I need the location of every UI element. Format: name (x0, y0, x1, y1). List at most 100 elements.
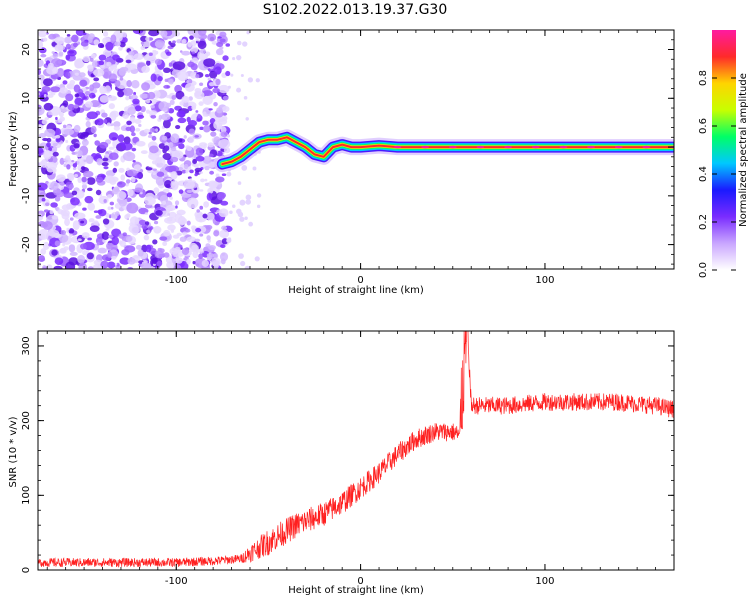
heatmap-noise-blob (177, 117, 187, 124)
heatmap-noise-blob (66, 227, 70, 231)
heatmap-noise-blob (72, 220, 80, 230)
heatmap-noise-blob (58, 51, 64, 57)
heatmap-noise-blob (55, 137, 61, 143)
signal-peak (421, 145, 430, 149)
heatmap-noise-blob (106, 122, 111, 127)
heatmap-noise-blob (117, 90, 125, 98)
heatmap-noise-blob (81, 176, 87, 183)
heatmap-noise-blob (51, 249, 58, 256)
heatmap-noise-blob (127, 106, 136, 115)
heatmap-noise-blob (69, 217, 74, 221)
heatmap-noise-blob (141, 224, 148, 230)
heatmap-noise-blob (163, 252, 170, 258)
snr-x-axis-label: Height of straight line (km) (288, 585, 424, 596)
heatmap-noise-blob (107, 206, 112, 211)
heatmap-noise-blob (97, 247, 107, 254)
heatmap-noise-blob (99, 64, 105, 69)
heatmap-noise-blob (154, 250, 165, 259)
colorbar-tick-label: 0.0 (698, 262, 709, 278)
heatmap-noise-blob (89, 84, 95, 92)
heatmap-noise-blob (186, 189, 193, 194)
snr-x-tick-label: 100 (535, 576, 554, 587)
heatmap-y-tick-label: 0 (21, 144, 32, 150)
heatmap-noise-blob (42, 220, 53, 231)
heatmap-noise-blob (205, 224, 213, 230)
heatmap-noise-blob (120, 174, 126, 181)
heatmap-noise-blob (232, 57, 236, 61)
heatmap-noise-blob (203, 144, 207, 149)
heatmap-noise-blob (67, 173, 75, 182)
heatmap-noise-blob (114, 211, 120, 217)
heatmap-noise-blob (47, 229, 60, 237)
heatmap-noise-blob (73, 124, 81, 133)
heatmap-noise-blob (122, 232, 127, 237)
heatmap-noise-blob (188, 128, 196, 135)
heatmap-noise-blob (65, 71, 71, 79)
heatmap-noise-blob (149, 145, 159, 154)
heatmap-noise-blob (181, 247, 190, 255)
heatmap-noise-blob (191, 105, 197, 111)
heatmap-noise-blob (125, 59, 132, 64)
heatmap-noise-blob (38, 228, 49, 240)
heatmap-noise-blob (188, 96, 193, 101)
heatmap-noise-blob (58, 118, 63, 124)
heatmap-noise-blob (148, 131, 152, 135)
snr-series-line (38, 331, 674, 568)
heatmap-noise-blob (138, 123, 142, 128)
signal-peak (531, 145, 540, 149)
heatmap-noise-blob (93, 259, 102, 266)
heatmap-noise-blob (113, 161, 119, 167)
heatmap-noise-blob (86, 177, 96, 185)
heatmap-noise-blob (208, 82, 216, 87)
heatmap-noise-blob (148, 30, 160, 37)
heatmap-noise-blob (42, 266, 48, 269)
heatmap-noise-blob (59, 157, 65, 165)
heatmap-noise-blob (52, 53, 59, 59)
heatmap-noise-blob (158, 101, 169, 111)
heatmap-noise-blob (192, 158, 198, 164)
heatmap-y-axis: 20 10 0 -10 -20 (21, 29, 674, 265)
snr-y-tick-label: 300 (21, 336, 32, 355)
heatmap-noise-blob (96, 118, 104, 126)
heatmap-noise-blob (126, 202, 139, 214)
heatmap-noise-blob (65, 43, 71, 50)
heatmap-noise-blob (161, 135, 168, 141)
heatmap-noise-blob (207, 77, 212, 81)
heatmap-noise-blob (83, 96, 87, 100)
heatmap-noise-blob (195, 227, 202, 233)
heatmap-x-tick-label: -100 (165, 275, 188, 286)
heatmap-noise-blob (114, 262, 118, 266)
heatmap-noise-blob (163, 67, 171, 74)
heatmap-noise-blob (110, 206, 114, 210)
heatmap-noise-blob (240, 73, 244, 78)
heatmap-noise-blob (195, 38, 200, 42)
heatmap-noise-blob (50, 202, 58, 208)
heatmap-noise-blob (117, 134, 125, 143)
signal-peak (393, 145, 402, 149)
heatmap-noise-blob (168, 78, 174, 85)
heatmap-noise-blob (221, 225, 228, 231)
heatmap-noise-blob (77, 254, 86, 264)
heatmap-noise-blob (199, 189, 204, 192)
heatmap-noise-blob (203, 58, 216, 67)
heatmap-noise-blob (80, 41, 89, 47)
heatmap-noise-blob (218, 208, 229, 218)
heatmap-noise-blob (210, 131, 217, 137)
heatmap-noise-blob (77, 150, 83, 157)
heatmap-noise-blob (54, 36, 66, 45)
heatmap-noise-blob (136, 114, 145, 119)
heatmap-noise-blob (244, 216, 248, 221)
heatmap-noise-blob (204, 51, 211, 57)
heatmap-noise-blob (78, 262, 87, 269)
heatmap-noise-blob (74, 93, 80, 98)
heatmap-y-tick-label: -10 (21, 188, 32, 204)
heatmap-noise-blob (74, 72, 79, 76)
heatmap-noise-blob (98, 209, 107, 217)
heatmap-noise-blob (239, 199, 246, 206)
heatmap-noise-blob (212, 87, 220, 94)
heatmap-noise-blob (209, 170, 215, 175)
heatmap-noise-blob (197, 30, 207, 36)
heatmap-noise-blob (86, 111, 98, 120)
heatmap-noise-blob (162, 200, 167, 205)
heatmap-noise-blob (132, 159, 136, 163)
